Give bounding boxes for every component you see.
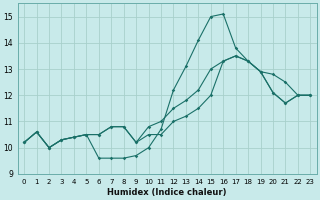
X-axis label: Humidex (Indice chaleur): Humidex (Indice chaleur) bbox=[108, 188, 227, 197]
